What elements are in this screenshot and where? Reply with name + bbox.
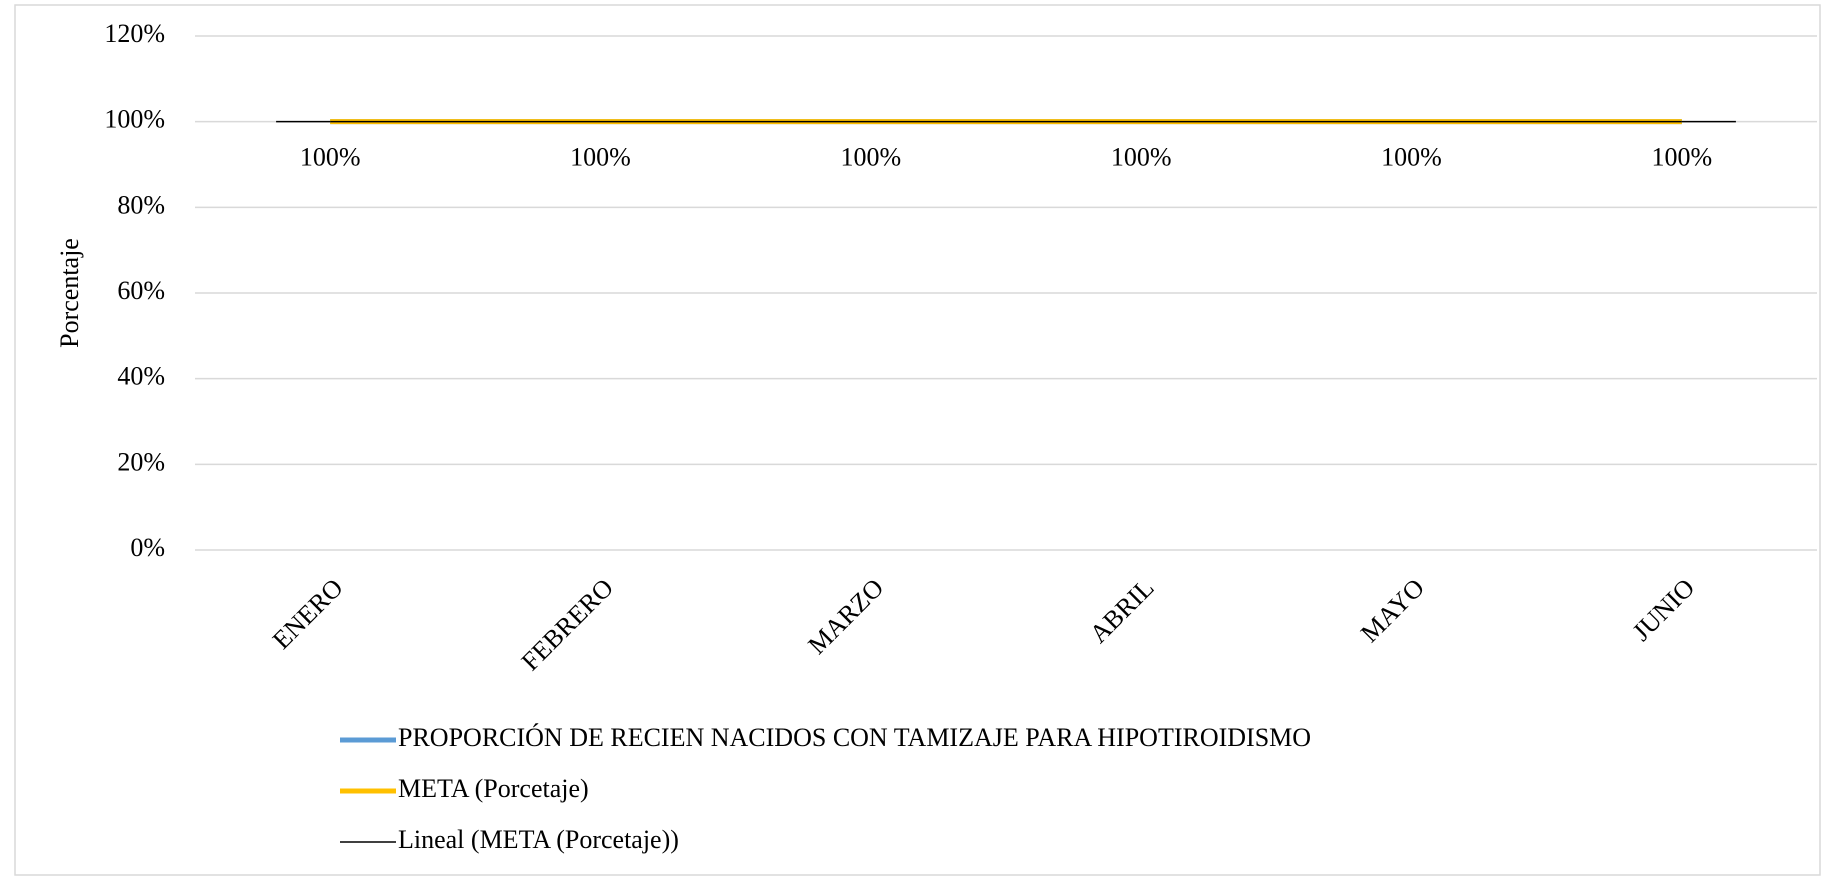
data-label: 100% — [570, 143, 631, 172]
chart-border — [14, 4, 1821, 876]
legend-label: PROPORCIÓN DE RECIEN NACIDOS CON TAMIZAJ… — [398, 723, 1311, 752]
legend-label: Lineal (META (Porcetaje)) — [398, 825, 679, 854]
y-tick-label: 80% — [117, 190, 165, 219]
data-label: 100% — [1111, 143, 1172, 172]
data-label: 100% — [1381, 143, 1442, 172]
y-axis-title: Porcentaje — [55, 238, 84, 348]
y-tick-label: 20% — [117, 447, 165, 476]
data-label: 100% — [1651, 143, 1712, 172]
y-tick-label: 40% — [117, 362, 165, 391]
data-label: 100% — [300, 143, 361, 172]
data-label: 100% — [840, 143, 901, 172]
legend-label: META (Porcetaje) — [398, 774, 589, 803]
y-tick-label: 60% — [117, 276, 165, 305]
y-tick-label: 100% — [104, 105, 165, 134]
y-tick-label: 120% — [104, 19, 165, 48]
y-tick-label: 0% — [130, 533, 165, 562]
